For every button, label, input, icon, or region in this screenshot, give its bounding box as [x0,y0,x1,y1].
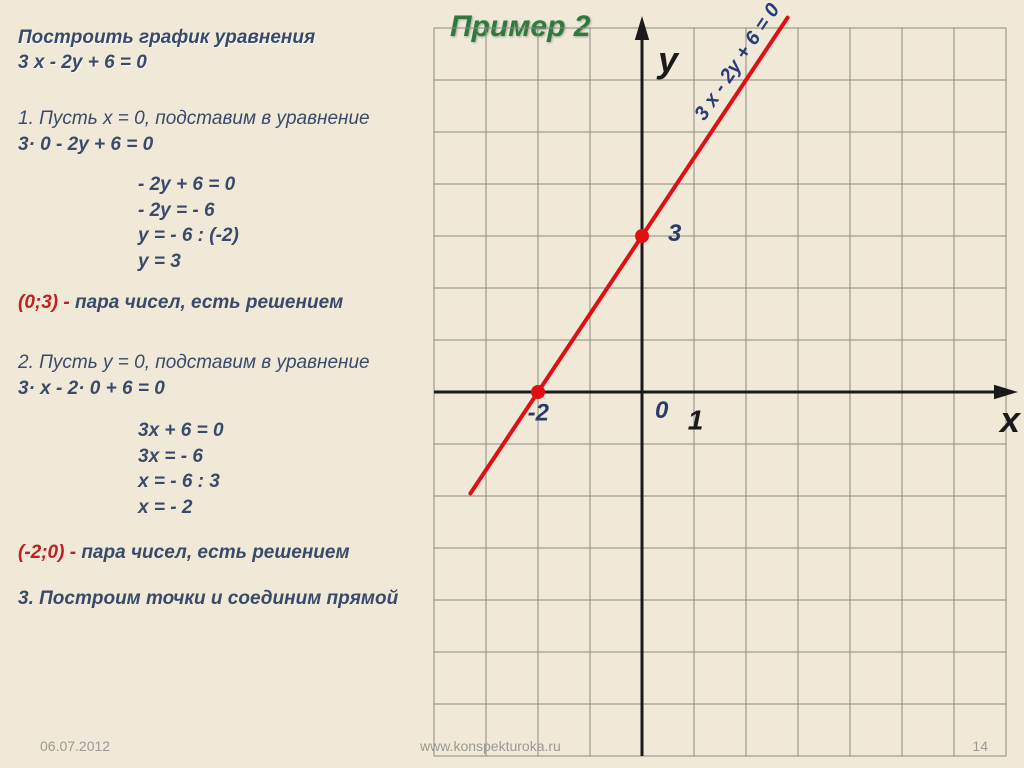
svg-text:1: 1 [688,404,704,435]
line-equation-label: 3 x - 2у + 6 = 0 [690,0,784,124]
svg-text:3: 3 [668,220,682,247]
svg-text:у: у [656,39,680,80]
svg-text:0: 0 [655,397,669,424]
footer-date: 06.07.2012 [40,738,110,754]
step2: 2. Пусть у = 0, подставим в уравнение 3·… [18,350,438,401]
task-line2: 3 x - 2y + 6 = 0 [18,52,147,73]
result2-rest: пара чисел, есть решением [81,542,349,563]
step2-text: 2. Пусть у = 0, подставим в уравнение [18,352,370,373]
step2-eq: 3· х - 2· 0 + 6 = 0 [18,378,165,399]
result2: (-2;0) - пара чисел, есть решением [18,540,438,567]
svg-text:-2: -2 [528,400,550,427]
step3-text: 3. Построим точки и соединим прямой [18,588,398,609]
task-line1: Построить график уравнения [18,27,315,48]
step1-text: 1. Пусть х = 0, подставим в уравнение [18,108,370,129]
step3: 3. Построим точки и соединим прямой [18,586,438,612]
step1-eq: 3· 0 - 2у + 6 = 0 [18,134,153,155]
result2-red: (-2;0) - [18,542,81,563]
task-block: Построить график уравнения 3 x - 2y + 6 … [18,26,438,75]
step1: 1. Пусть х = 0, подставим в уравнение 3·… [18,106,438,157]
chart: х у3 x - 2у + 6 = 0 01 3 -2 [400,0,1024,768]
result1-red: (0;3) - [18,292,75,313]
result1: (0;3) - пара чисел, есть решением [18,290,438,317]
result1-rest: пара чисел, есть решением [75,292,343,313]
svg-text:х: х [998,399,1022,440]
